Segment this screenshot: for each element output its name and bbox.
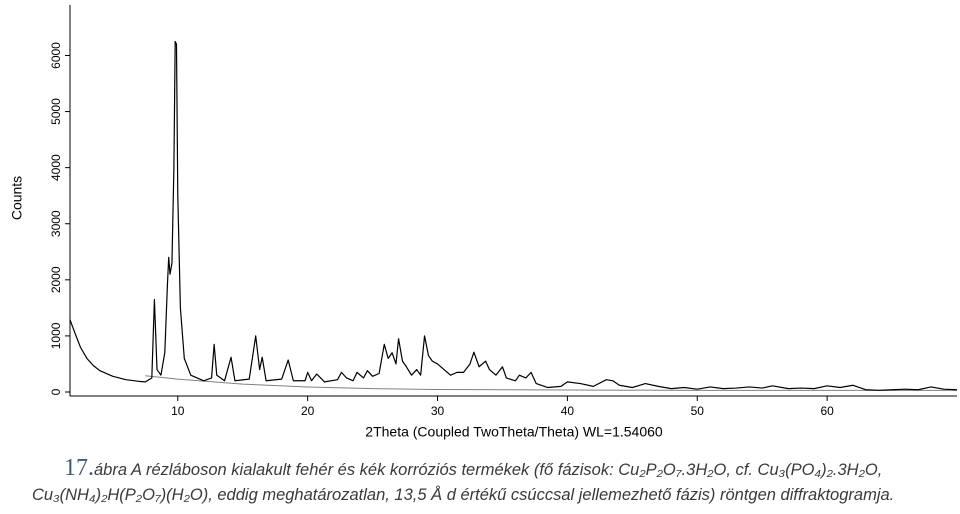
y-tick-label: 6000 bbox=[49, 42, 63, 69]
x-tick-label: 50 bbox=[691, 404, 705, 418]
y-tick-label: 0 bbox=[49, 388, 63, 395]
y-tick-label: 4000 bbox=[49, 154, 63, 181]
x-tick-label: 20 bbox=[301, 404, 315, 418]
x-axis-label: 2Theta (Coupled TwoTheta/Theta) WL=1.540… bbox=[365, 424, 663, 440]
caption-number: 17. bbox=[64, 455, 94, 481]
caption-line: ábra A rézláboson kialakult fehér és kék… bbox=[94, 461, 882, 479]
y-tick-label: 1000 bbox=[49, 322, 63, 349]
x-tick-label: 40 bbox=[561, 404, 575, 418]
diffraction-line bbox=[69, 40, 958, 391]
y-tick-label: 2000 bbox=[49, 266, 63, 293]
x-tick-label: 60 bbox=[820, 404, 834, 418]
y-tick-label: 3000 bbox=[49, 210, 63, 237]
x-tick-label: 30 bbox=[431, 404, 445, 418]
caption-line: Cu₃(NH₄)₂H(P₂O₇)(H₂O), eddig meghatároza… bbox=[32, 485, 894, 504]
x-tick-label: 10 bbox=[171, 404, 185, 418]
y-axis-label: Counts bbox=[9, 176, 25, 220]
y-tick-label: 5000 bbox=[49, 98, 63, 125]
background-line bbox=[145, 375, 957, 391]
